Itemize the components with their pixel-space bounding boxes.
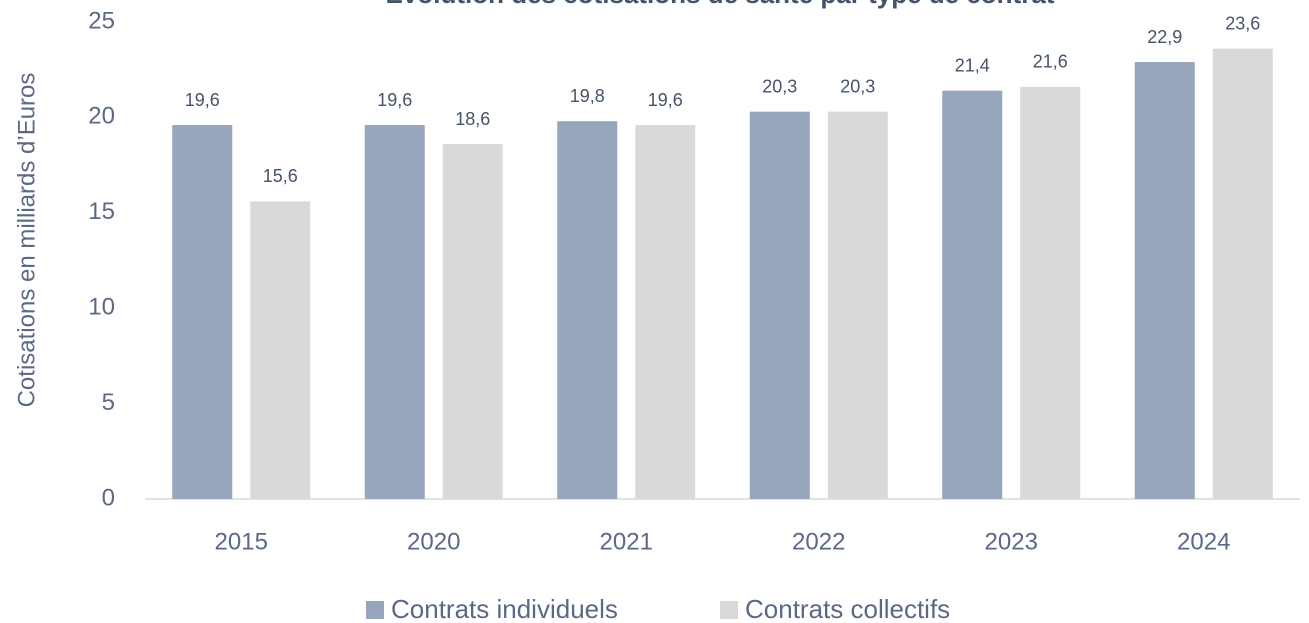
legend-swatch — [720, 601, 738, 619]
y-tick-label: 25 — [88, 7, 115, 34]
y-tick-label: 15 — [88, 198, 115, 225]
y-tick-label: 20 — [88, 103, 115, 130]
legend-swatch — [366, 601, 384, 619]
bar — [250, 201, 311, 500]
x-tick-label: 2015 — [215, 528, 268, 555]
value-label: 21,6 — [1033, 52, 1068, 72]
value-label: 19,8 — [570, 86, 605, 106]
value-label: 18,6 — [455, 109, 490, 129]
value-label: 15,6 — [263, 166, 298, 186]
y-axis-label: Cotisations en milliards d’Euros — [13, 73, 40, 408]
bar — [635, 125, 696, 500]
x-tick-label: 2023 — [985, 528, 1038, 555]
x-tick-label: 2024 — [1177, 528, 1230, 555]
bar — [1212, 48, 1273, 499]
bar — [442, 144, 503, 499]
legend-label: Contrats individuels — [391, 594, 618, 623]
y-tick-label: 5 — [102, 389, 115, 416]
chart-title: Évolution des cotisations de santé par t… — [386, 0, 1055, 9]
value-label: 20,3 — [762, 76, 797, 96]
y-tick-label: 10 — [88, 294, 115, 321]
bar — [1134, 62, 1195, 500]
bar — [827, 111, 888, 500]
x-tick-label: 2021 — [600, 528, 653, 555]
bar — [1020, 86, 1081, 499]
bar — [557, 121, 618, 499]
bar — [172, 125, 233, 500]
bar — [942, 90, 1003, 500]
value-label: 20,3 — [840, 76, 875, 96]
bar — [749, 111, 810, 500]
value-label: 23,6 — [1225, 13, 1260, 33]
legend-label: Contrats collectifs — [745, 594, 950, 623]
bar — [364, 125, 425, 500]
value-label: 19,6 — [185, 90, 220, 110]
value-label: 22,9 — [1147, 27, 1182, 47]
x-tick-label: 2022 — [792, 528, 845, 555]
value-label: 19,6 — [648, 90, 683, 110]
x-tick-label: 2020 — [407, 528, 460, 555]
value-label: 21,4 — [955, 55, 990, 75]
value-label: 19,6 — [377, 90, 412, 110]
y-tick-label: 0 — [102, 484, 115, 511]
